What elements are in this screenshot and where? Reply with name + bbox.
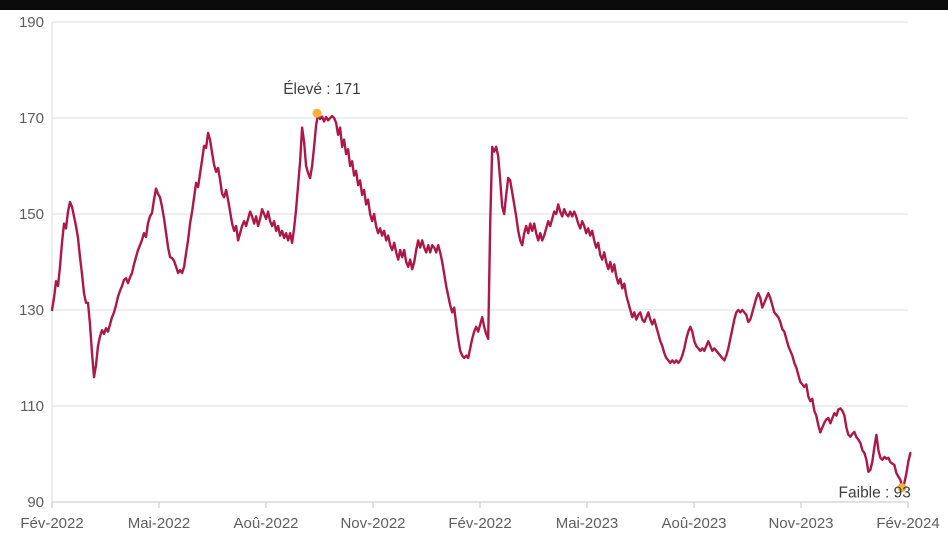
y-tick-label: 90 <box>27 494 44 511</box>
price-line <box>50 112 912 489</box>
x-tick-label: Fév-2024 <box>876 515 939 532</box>
annotation-low: Faible : 93 <box>839 485 911 502</box>
letterbox-top-bar <box>0 0 948 10</box>
low-marker <box>897 483 907 493</box>
x-tick-label: Aoû-2023 <box>661 515 726 532</box>
x-tick-label: Mai-2022 <box>128 515 191 532</box>
x-tick-label: Nov-2023 <box>768 515 833 532</box>
y-tick-label: 110 <box>20 398 44 415</box>
y-tick-label: 130 <box>19 302 44 319</box>
annotation-high: Élevé : 171 <box>283 81 361 98</box>
y-tick-label: 190 <box>19 14 44 31</box>
y-tick-label: 150 <box>19 206 44 223</box>
x-tick-label: Aoû-2022 <box>233 515 298 532</box>
x-tick-label: Nov-2022 <box>340 515 405 532</box>
high-marker <box>312 108 322 118</box>
x-tick-label: Mai-2023 <box>556 515 619 532</box>
y-tick-label: 170 <box>19 110 44 127</box>
x-tick-label: Fév-2022 <box>20 515 83 532</box>
x-tick-label: Fév-2022 <box>448 515 511 532</box>
